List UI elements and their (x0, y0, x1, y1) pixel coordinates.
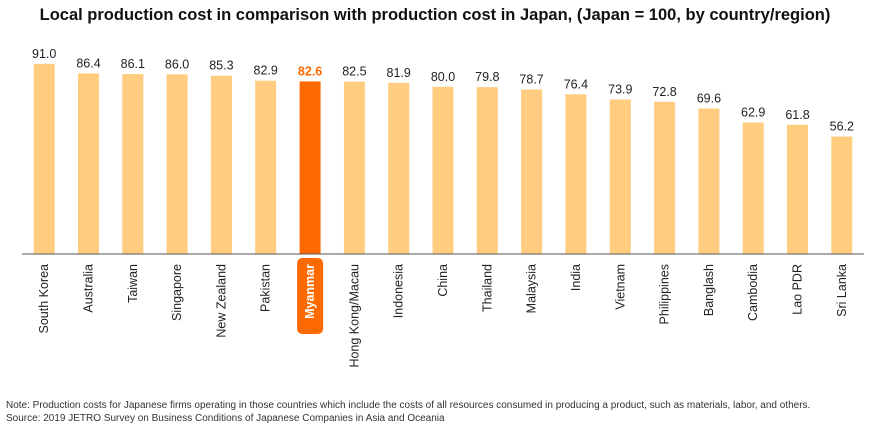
value-label: 81.9 (387, 66, 411, 80)
category-labels-group: South Korea Australia Taiwan Singapore New Z… (37, 258, 849, 368)
value-label: 56.2 (830, 120, 854, 134)
value-label: 82.9 (254, 64, 278, 78)
value-label: 76.4 (564, 77, 588, 91)
value-label: 73.9 (608, 83, 632, 97)
value-labels-group: 91.0 86.4 86.1 86.0 85.3 82.9 82.6 82.5 81.9 80.0… (32, 47, 854, 134)
category-label: Lao PDR (791, 264, 805, 315)
category-label-group: Malaysia (525, 264, 539, 313)
value-label: 82.6 (298, 64, 322, 78)
category-label-group: Vietnam (613, 264, 627, 310)
category-label-group: Indonesia (392, 264, 406, 318)
bars-group (33, 63, 853, 255)
category-label: New Zealand (214, 264, 228, 338)
value-label: 69.6 (697, 92, 721, 106)
category-label-group: Hong Kong/Macau (347, 264, 361, 368)
value-label: 72.8 (652, 85, 676, 99)
category-label-group: Philippines (658, 264, 672, 324)
category-label-group: India (569, 264, 583, 291)
category-label-group: New Zealand (214, 264, 228, 338)
category-label: China (436, 264, 450, 297)
category-label-group: Pakistan (259, 264, 273, 312)
category-label-group: Australia (82, 264, 96, 313)
category-label: Indonesia (392, 264, 406, 318)
chart-source: Source: 2019 JETRO Survey on Business Co… (6, 413, 445, 424)
bar-sri-lanka (831, 136, 853, 254)
bar-indonesia (388, 82, 410, 254)
bar-myanmar (299, 81, 321, 255)
bar-china (432, 86, 454, 254)
category-label-group: Sri Lanka (835, 264, 849, 317)
category-label-group: Thailand (480, 264, 494, 312)
category-label: Singapore (170, 264, 184, 321)
bar-chart: 91.0 86.4 86.1 86.0 85.3 82.9 82.6 82.5 81.9 80.0… (22, 47, 864, 368)
category-label: Philippines (658, 264, 672, 324)
bar-new-zealand (210, 75, 232, 254)
category-label: Vietnam (613, 264, 627, 310)
bar-banglash (698, 108, 720, 254)
value-label: 80.0 (431, 70, 455, 84)
category-label: Cambodia (746, 264, 760, 321)
category-label-group: South Korea (37, 264, 51, 334)
value-label: 82.5 (342, 65, 366, 79)
category-label: Sri Lanka (835, 264, 849, 317)
category-label: South Korea (37, 264, 51, 334)
bar-singapore (166, 74, 188, 254)
value-label: 62.9 (741, 106, 765, 120)
category-label: Australia (82, 264, 96, 313)
category-label: Taiwan (126, 264, 140, 303)
category-label: India (569, 264, 583, 291)
bar-malaysia (521, 89, 543, 254)
bar-hong-kong-macau (343, 81, 365, 254)
value-label: 86.0 (165, 57, 189, 71)
bar-taiwan (122, 74, 144, 254)
category-label: Pakistan (259, 264, 273, 312)
highlight-label-box (297, 258, 324, 334)
value-label: 85.3 (209, 59, 233, 73)
bar-australia (78, 73, 99, 255)
bar-vietnam (609, 99, 631, 254)
category-label-group: Myanmar (297, 258, 324, 334)
value-label: 86.1 (121, 57, 145, 71)
value-label: 86.4 (76, 56, 100, 70)
bar-philippines (654, 101, 676, 254)
bar-cambodia (742, 122, 764, 254)
category-label-group: Taiwan (126, 264, 140, 303)
value-label: 61.8 (785, 108, 809, 122)
value-label: 91.0 (32, 47, 56, 61)
category-label-group: Cambodia (746, 264, 760, 321)
value-label: 78.7 (519, 73, 543, 87)
category-label: Hong Kong/Macau (347, 264, 361, 368)
value-label: 79.8 (475, 70, 499, 84)
bar-south-korea (33, 63, 55, 254)
bar-pakistan (255, 80, 277, 254)
chart-title: Local production cost in comparison with… (39, 6, 831, 24)
category-label: Malaysia (525, 264, 539, 313)
category-label: Banglash (702, 264, 716, 316)
bar-thailand (476, 87, 498, 254)
bar-lao-pdr (787, 124, 808, 254)
category-label: Thailand (480, 264, 494, 312)
bar-india (565, 94, 587, 254)
category-label-group: Lao PDR (791, 264, 805, 315)
category-label-group: Singapore (170, 264, 184, 321)
category-label: Myanmar (303, 264, 317, 319)
chart-note: Note: Production costs for Japanese firm… (6, 400, 811, 411)
category-label-group: China (436, 264, 450, 297)
category-label-group: Banglash (702, 264, 716, 316)
